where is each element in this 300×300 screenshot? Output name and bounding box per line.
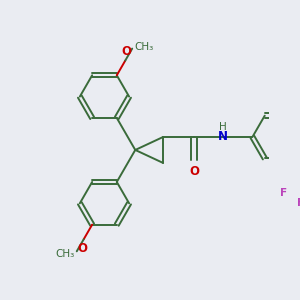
Text: O: O	[189, 165, 199, 178]
Text: F: F	[297, 198, 300, 208]
Text: F: F	[280, 188, 287, 198]
Text: CH₃: CH₃	[55, 249, 74, 260]
Text: O: O	[77, 242, 87, 255]
Text: N: N	[218, 130, 228, 143]
Text: CH₃: CH₃	[134, 42, 154, 52]
Text: O: O	[122, 45, 132, 58]
Text: H: H	[219, 122, 227, 132]
